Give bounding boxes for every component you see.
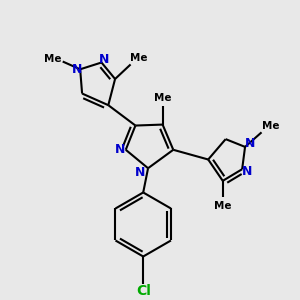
- Text: N: N: [135, 166, 146, 178]
- Text: Me: Me: [262, 121, 280, 130]
- Text: Me: Me: [130, 52, 147, 63]
- Text: N: N: [72, 63, 83, 76]
- Text: N: N: [242, 165, 252, 178]
- Text: Me: Me: [154, 93, 171, 103]
- Text: N: N: [245, 137, 255, 151]
- Text: Me: Me: [44, 54, 62, 64]
- Text: Cl: Cl: [136, 284, 151, 298]
- Text: N: N: [99, 53, 110, 66]
- Text: Me: Me: [214, 201, 232, 211]
- Text: N: N: [115, 143, 125, 156]
